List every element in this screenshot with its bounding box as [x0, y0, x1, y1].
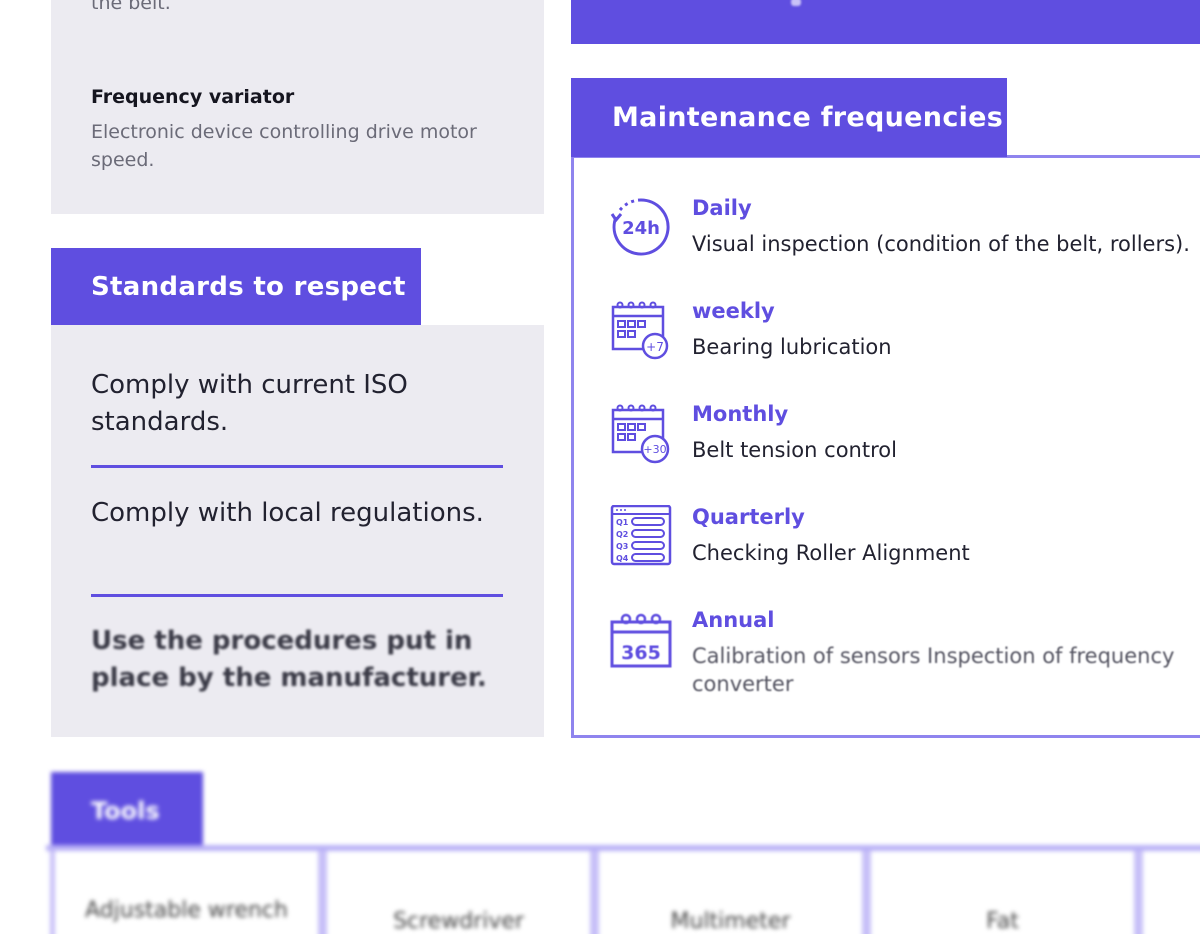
frequency-row-monthly: +30 Monthly Belt tension control	[610, 402, 1200, 472]
tools-grid: Adjustable wrench Screwdriver Multimeter…	[46, 845, 1200, 934]
top-section-banner	[571, 0, 1200, 44]
standard-divider	[91, 594, 503, 597]
standard-item: Comply with local regulations.	[91, 498, 484, 528]
standard-item: Comply with current ISO standards.	[91, 370, 408, 437]
frequency-row-daily: 24h Daily Visual inspection (condition o…	[610, 196, 1200, 266]
standards-panel: Comply with current ISO standards. Compl…	[51, 325, 544, 737]
svg-text:Q1: Q1	[616, 518, 629, 527]
standard-item: Use the procedures put in place by the m…	[91, 626, 487, 693]
calendar-plus7-icon: +7	[610, 299, 672, 361]
frequency-row-quarterly: Q1 Q2 Q3 Q4 Quarterly Checking Roller Al…	[610, 505, 1200, 575]
frequency-description: Bearing lubrication	[692, 335, 892, 359]
svg-text:365: 365	[621, 642, 661, 664]
glossary-term-title: Frequency variator	[91, 86, 295, 108]
svg-text:Q3: Q3	[616, 542, 628, 551]
svg-text:Q4: Q4	[616, 554, 629, 563]
frequency-title: Quarterly	[692, 505, 805, 529]
tool-cell: Multimeter	[594, 851, 867, 934]
frequency-row-weekly: +7 weekly Bearing lubrication	[610, 299, 1200, 369]
frequency-description: Checking Roller Alignment	[692, 541, 970, 565]
tool-cell: Screwdriver	[322, 851, 595, 934]
banner-text-fragment	[791, 0, 801, 6]
quarterly-list-icon: Q1 Q2 Q3 Q4	[610, 505, 672, 567]
clock-24h-icon: 24h	[610, 196, 672, 258]
glossary-previous-text: the belt.	[91, 0, 171, 14]
frequency-title: Daily	[692, 196, 752, 220]
frequency-title: Monthly	[692, 402, 789, 426]
calendar-365-icon: 365	[610, 608, 672, 670]
frequency-description: Visual inspection (condition of the belt…	[692, 232, 1190, 256]
tool-cell	[1138, 851, 1200, 934]
svg-text:+7: +7	[646, 340, 664, 354]
standard-divider	[91, 465, 503, 468]
tool-cell: Fat	[866, 851, 1139, 934]
maintenance-panel	[571, 155, 1200, 738]
frequency-row-annual: 365 Annual Calibration of sensors Inspec…	[610, 608, 1200, 696]
glossary-term-description: Electronic device controlling drive moto…	[91, 121, 477, 171]
svg-text:24h: 24h	[622, 218, 660, 239]
svg-text:+30: +30	[643, 443, 666, 456]
frequency-description: Belt tension control	[692, 438, 897, 462]
glossary-card: the belt. Frequency variator Electronic …	[51, 0, 544, 214]
frequency-description: Calibration of sensors Inspection of fre…	[692, 644, 1175, 696]
maintenance-header: Maintenance frequencies	[571, 78, 1007, 157]
frequency-title: Annual	[692, 608, 775, 632]
frequency-title: weekly	[692, 299, 775, 323]
tools-header: Tools	[51, 772, 203, 849]
tool-cell: Adjustable wrench	[50, 851, 323, 934]
standards-header: Standards to respect	[51, 248, 421, 325]
calendar-plus30-icon: +30	[610, 402, 672, 464]
svg-text:Q2: Q2	[616, 530, 628, 539]
